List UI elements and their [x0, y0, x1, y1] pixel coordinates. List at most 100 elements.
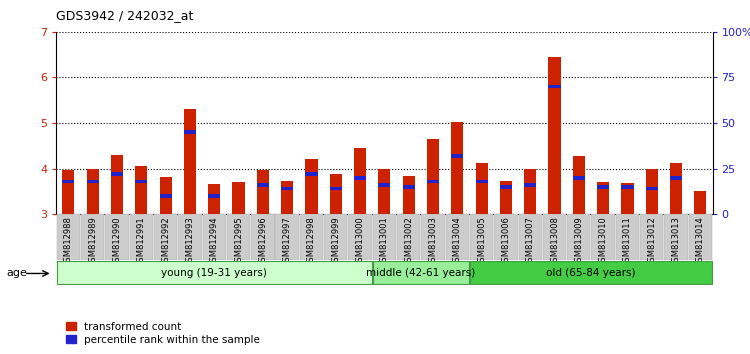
Bar — [670, 176, 682, 179]
Text: old (65-84 years): old (65-84 years) — [546, 268, 636, 278]
Bar — [500, 185, 512, 189]
Text: GSM813004: GSM813004 — [453, 216, 462, 267]
Bar — [694, 192, 706, 214]
Bar — [476, 179, 488, 183]
Bar — [422, 214, 445, 260]
Bar — [670, 163, 682, 214]
Bar — [597, 182, 609, 214]
Bar — [494, 214, 517, 260]
Text: GSM813006: GSM813006 — [502, 216, 511, 267]
Bar — [476, 163, 488, 214]
Text: GSM812995: GSM812995 — [234, 216, 243, 267]
Text: GDS3942 / 242032_at: GDS3942 / 242032_at — [56, 9, 194, 22]
Bar — [111, 155, 123, 214]
Text: GSM813010: GSM813010 — [598, 216, 608, 267]
Bar — [256, 170, 269, 214]
Bar — [646, 169, 658, 214]
Bar — [349, 214, 372, 260]
Bar — [251, 214, 274, 260]
Bar — [160, 194, 172, 198]
Bar — [81, 214, 104, 260]
Bar — [543, 214, 566, 260]
Text: GSM812994: GSM812994 — [210, 216, 219, 267]
Bar — [573, 156, 585, 214]
Bar — [621, 183, 634, 214]
Text: GSM813003: GSM813003 — [428, 216, 437, 267]
Bar — [397, 214, 420, 260]
Text: GSM812996: GSM812996 — [258, 216, 267, 267]
Bar — [202, 214, 226, 260]
Bar — [573, 176, 585, 179]
Bar — [305, 172, 317, 176]
Bar — [548, 57, 560, 214]
Bar — [281, 187, 293, 190]
Bar — [256, 183, 269, 187]
Bar — [305, 159, 317, 214]
Bar — [427, 139, 439, 214]
Bar — [62, 179, 74, 183]
Bar — [111, 172, 123, 176]
Text: GSM813001: GSM813001 — [380, 216, 388, 267]
FancyBboxPatch shape — [373, 261, 469, 284]
Text: young (19-31 years): young (19-31 years) — [161, 268, 267, 278]
Bar — [452, 122, 464, 214]
Bar — [524, 183, 536, 187]
Text: GSM812993: GSM812993 — [185, 216, 194, 267]
Text: GSM812991: GSM812991 — [136, 216, 146, 267]
Legend: transformed count, percentile rank within the sample: transformed count, percentile rank withi… — [62, 317, 265, 349]
Text: GSM813009: GSM813009 — [574, 216, 584, 267]
Text: GSM813008: GSM813008 — [550, 216, 559, 267]
Bar — [500, 181, 512, 214]
Bar — [160, 177, 172, 214]
Text: GSM813012: GSM813012 — [647, 216, 656, 267]
Bar — [373, 214, 396, 260]
Text: GSM813011: GSM813011 — [623, 216, 632, 267]
Bar — [184, 109, 196, 214]
Text: age: age — [6, 268, 27, 278]
Bar — [275, 214, 298, 260]
Bar — [452, 154, 464, 158]
Bar — [524, 169, 536, 214]
Text: GSM813014: GSM813014 — [696, 216, 705, 267]
Bar — [154, 214, 177, 260]
Bar — [135, 166, 148, 214]
Text: GSM812999: GSM812999 — [332, 216, 340, 267]
Bar — [330, 187, 342, 190]
Bar — [62, 170, 74, 214]
Bar — [646, 187, 658, 190]
Bar — [592, 214, 615, 260]
Bar — [403, 185, 415, 189]
FancyBboxPatch shape — [57, 261, 372, 284]
Text: GSM812989: GSM812989 — [88, 216, 98, 267]
Bar — [354, 176, 366, 179]
Bar — [232, 182, 244, 214]
Text: GSM813002: GSM813002 — [404, 216, 413, 267]
Bar — [209, 194, 220, 198]
Text: middle (42-61 years): middle (42-61 years) — [366, 268, 476, 278]
Bar — [664, 214, 688, 260]
Bar — [57, 214, 80, 260]
Bar — [378, 183, 391, 187]
Bar — [616, 214, 639, 260]
Text: GSM812990: GSM812990 — [112, 216, 122, 267]
Bar — [135, 179, 148, 183]
Bar — [130, 214, 153, 260]
FancyBboxPatch shape — [470, 261, 712, 284]
Bar — [567, 214, 590, 260]
Bar — [209, 184, 220, 214]
Bar — [621, 185, 634, 189]
Bar — [688, 214, 712, 260]
Bar — [446, 214, 469, 260]
Bar — [178, 214, 202, 260]
Text: GSM812998: GSM812998 — [307, 216, 316, 267]
Bar — [300, 214, 323, 260]
Bar — [640, 214, 664, 260]
Bar — [597, 185, 609, 189]
Bar — [324, 214, 347, 260]
Bar — [226, 214, 251, 260]
Text: GSM813013: GSM813013 — [671, 216, 680, 267]
Bar — [105, 214, 129, 260]
Text: GSM812992: GSM812992 — [161, 216, 170, 267]
Text: GSM813007: GSM813007 — [526, 216, 535, 267]
Bar — [281, 181, 293, 214]
